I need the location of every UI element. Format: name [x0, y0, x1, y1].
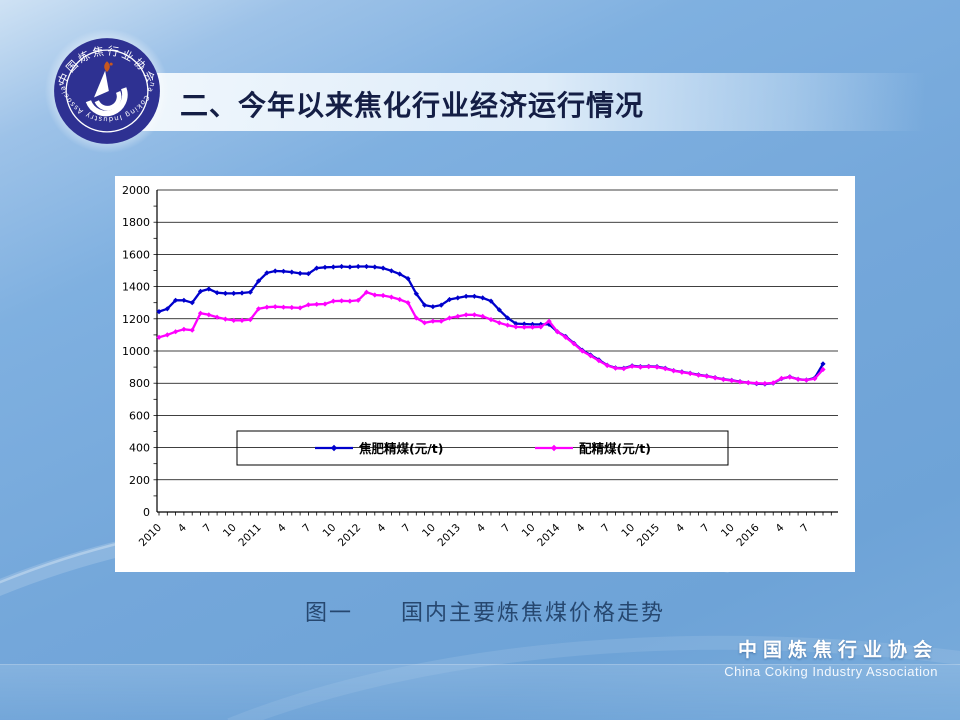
svg-text:1400: 1400: [122, 281, 150, 294]
logo-emblem-icon: [85, 61, 128, 117]
bottom-band-decoration: [0, 664, 960, 720]
chart-gridlines: [153, 189, 838, 497]
svg-text:7: 7: [500, 522, 513, 535]
svg-text:2010: 2010: [137, 522, 164, 549]
svg-text:4: 4: [275, 521, 288, 534]
svg-text:10: 10: [221, 522, 239, 540]
chart-axes: [156, 190, 838, 516]
svg-text:400: 400: [129, 442, 150, 455]
svg-text:2011: 2011: [236, 522, 263, 549]
svg-text:10: 10: [320, 522, 338, 540]
svg-text:4: 4: [674, 521, 687, 534]
price-chart: 0 200 400 600 800 1000 1200 1400 1600 1800 2000 20…: [122, 184, 838, 549]
svg-text:0: 0: [143, 506, 150, 519]
footer-brand-en: China Coking Industry Association: [724, 664, 938, 679]
svg-text:4: 4: [475, 521, 488, 534]
svg-text:1600: 1600: [122, 248, 150, 261]
footer-brand: 中国炼焦行业协会 China Coking Industry Associati…: [724, 635, 938, 679]
svg-text:1800: 1800: [122, 216, 150, 229]
logo-badge: 中国炼焦行业协会 China Coking Industry Associati…: [39, 20, 172, 156]
svg-text:800: 800: [129, 377, 150, 390]
svg-text:10: 10: [420, 522, 438, 540]
svg-text:7: 7: [599, 522, 612, 535]
svg-text:7: 7: [798, 522, 811, 535]
svg-text:7: 7: [400, 522, 413, 535]
svg-text:2014: 2014: [535, 521, 563, 549]
svg-text:4: 4: [375, 521, 388, 534]
svg-text:2012: 2012: [336, 522, 363, 549]
y-axis-labels: 0 200 400 600 800 1000 1200 1400 1600 1800 2000: [122, 184, 150, 519]
association-logo-icon: 中国炼焦行业协会 China Coking Industry Associati…: [39, 20, 170, 154]
svg-text:1000: 1000: [122, 345, 150, 358]
page-title: 二、今年以来焦化行业经济运行情况: [180, 91, 645, 122]
svg-text:4: 4: [773, 521, 786, 534]
chart-legend: 焦肥精煤(元/t) 配精煤(元/t): [236, 430, 729, 466]
svg-text:200: 200: [129, 474, 150, 487]
svg-text:7: 7: [201, 522, 214, 535]
chart-caption: 图一 国内主要炼焦煤价格走势: [304, 600, 665, 625]
svg-text:2013: 2013: [436, 522, 463, 549]
title-band: [138, 73, 950, 131]
svg-text:10: 10: [719, 522, 737, 540]
svg-text:2015: 2015: [635, 522, 662, 549]
svg-text:4: 4: [176, 521, 189, 534]
footer-brand-cn: 中国炼焦行业协会: [737, 640, 938, 661]
svg-text:7: 7: [300, 522, 313, 535]
chart-panel: 0 200 400 600 800 1000 1200 1400 1600 1800 2000 20…: [115, 176, 855, 572]
svg-text:1200: 1200: [122, 313, 150, 326]
svg-text:2016: 2016: [734, 521, 762, 549]
chart-series-lines: [156, 263, 826, 387]
svg-text:600: 600: [129, 409, 150, 422]
svg-text:焦肥精煤(元/t): 焦肥精煤(元/t): [358, 441, 443, 456]
svg-text:10: 10: [520, 522, 538, 540]
svg-text:7: 7: [699, 522, 712, 535]
logo-inner-ring: [65, 49, 149, 133]
svg-text:10: 10: [619, 522, 637, 540]
svg-text:4: 4: [574, 521, 587, 534]
svg-text:配精煤(元/t): 配精煤(元/t): [579, 441, 651, 456]
svg-text:2000: 2000: [122, 184, 150, 197]
